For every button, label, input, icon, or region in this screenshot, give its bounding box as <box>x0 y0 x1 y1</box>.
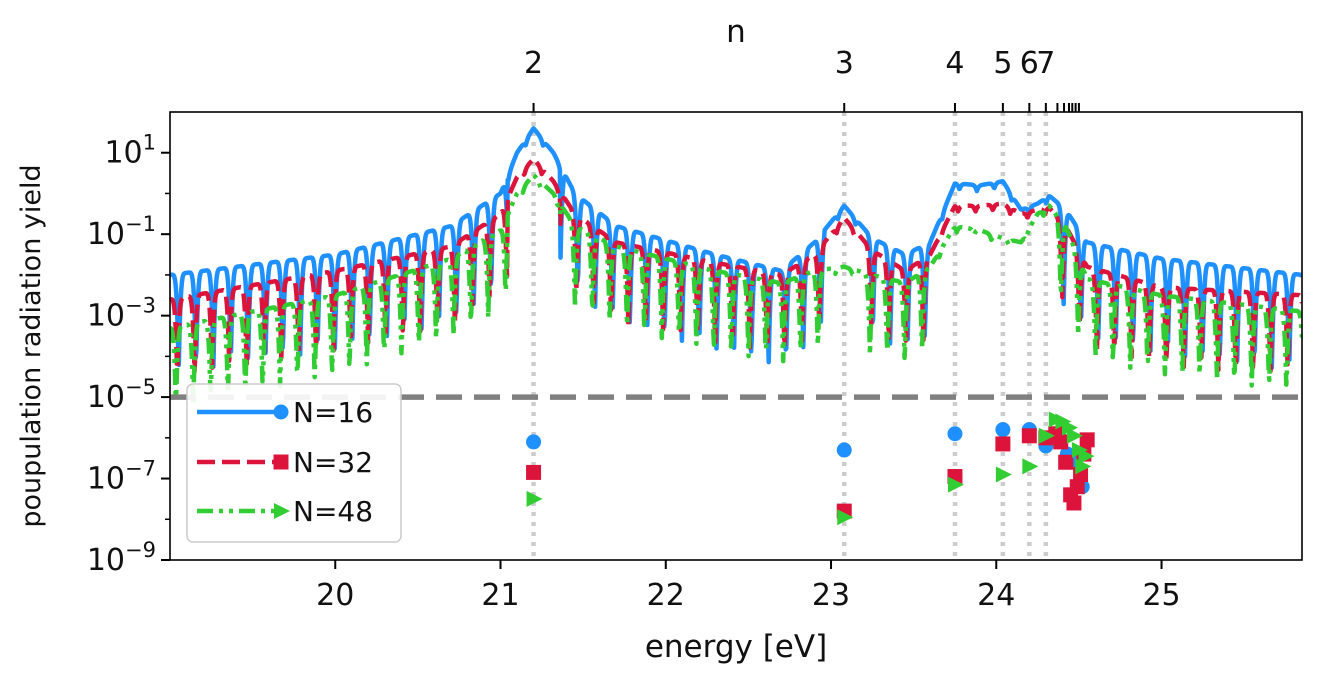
y-axis-label: poupulation radiation yield <box>16 164 47 527</box>
y-tick-base: 10 <box>87 299 125 334</box>
population-point-n16-1 <box>836 442 852 458</box>
y-tick-label--9: 10−9 <box>87 538 156 578</box>
x-axis-label: energy [eV] <box>645 629 827 665</box>
top-axis-ticks: 2 3 4 5 67 <box>524 46 1080 112</box>
y-tick-exponent: −5 <box>125 375 156 399</box>
y-tick-label--5: 10−5 <box>87 375 156 415</box>
legend-marker-1 <box>273 454 289 470</box>
x-tick-label-25: 25 <box>1142 578 1180 613</box>
population-point-n48-12 <box>1078 448 1095 465</box>
y-tick-label--7: 10−7 <box>87 457 156 497</box>
population-point-n32-10 <box>1066 495 1082 511</box>
x-axis-ticks: 20 21 22 23 24 25 <box>316 560 1181 613</box>
y-tick-base: 10 <box>87 462 125 497</box>
top-axis-label: n <box>726 14 746 50</box>
top-tick-label-n6: 6 <box>1020 46 1039 81</box>
x-tick-label-22: 22 <box>647 578 685 613</box>
y-tick-base: 10 <box>87 543 125 578</box>
population-point-n32-14 <box>1079 432 1095 448</box>
population-point-n32-0 <box>526 464 542 480</box>
y-tick-exponent: 1 <box>143 131 156 155</box>
population-point-n16-3 <box>995 422 1011 438</box>
y-tick-label--3: 10−3 <box>87 294 156 334</box>
y-tick-base: 10 <box>87 380 125 415</box>
population-point-n32-11 <box>1069 479 1085 495</box>
radiation-curves <box>170 126 1302 407</box>
population-point-n48-3 <box>995 466 1012 483</box>
population-point-n48-4 <box>1022 458 1039 475</box>
plot-frame <box>169 111 1303 561</box>
population-point-n48-2 <box>947 476 964 493</box>
top-tick-label-n2: 2 <box>524 46 543 81</box>
population-point-n32-7 <box>1053 434 1069 450</box>
legend-label-0: N=16 <box>293 396 373 429</box>
population-point-n32-8 <box>1058 454 1074 470</box>
y-tick-base: 10 <box>104 136 142 171</box>
legend-label-2: N=48 <box>293 495 373 528</box>
x-tick-label-24: 24 <box>977 578 1015 613</box>
population-point-n32-3 <box>995 436 1011 452</box>
population-point-n48-0 <box>526 490 543 507</box>
population-point-n48-1 <box>837 509 854 526</box>
y-tick-exponent: −9 <box>125 538 156 562</box>
population-point-n16-2 <box>947 426 963 442</box>
legend-marker-0 <box>273 404 289 420</box>
population-point-n48-8 <box>1061 419 1078 436</box>
top-tick-label-n5: 5 <box>993 46 1012 81</box>
population-point-n48-5 <box>1038 427 1055 444</box>
x-tick-label-21: 21 <box>481 578 519 613</box>
y-tick-label-1: 101 <box>104 131 156 171</box>
population-point-n32-4 <box>1021 428 1037 444</box>
top-tick-label-n4: 4 <box>945 46 964 81</box>
x-tick-label-20: 20 <box>316 578 354 613</box>
y-tick-exponent: −3 <box>125 294 156 318</box>
legend-marker-2 <box>274 503 290 519</box>
y-tick-label--1: 10−1 <box>87 212 156 252</box>
top-tick-label-n3: 3 <box>835 46 854 81</box>
level-vertical-lines <box>531 112 1049 560</box>
y-tick-exponent: −1 <box>125 212 156 236</box>
y-tick-exponent: −7 <box>125 457 156 481</box>
population-point-n48-9 <box>1066 427 1083 444</box>
y-tick-base: 10 <box>87 217 125 252</box>
legend-entries: N=16 N=32 N=48 <box>197 396 373 528</box>
x-tick-label-23: 23 <box>812 578 850 613</box>
population-point-n16-0 <box>526 434 542 450</box>
curve-n-48 <box>170 172 1302 407</box>
legend: N=16 N=32 N=48 <box>186 383 402 543</box>
legend-label-1: N=32 <box>293 446 373 479</box>
population-points <box>526 411 1095 526</box>
top-tick-label-n7: 7 <box>1036 46 1055 81</box>
legend-box <box>186 383 402 543</box>
